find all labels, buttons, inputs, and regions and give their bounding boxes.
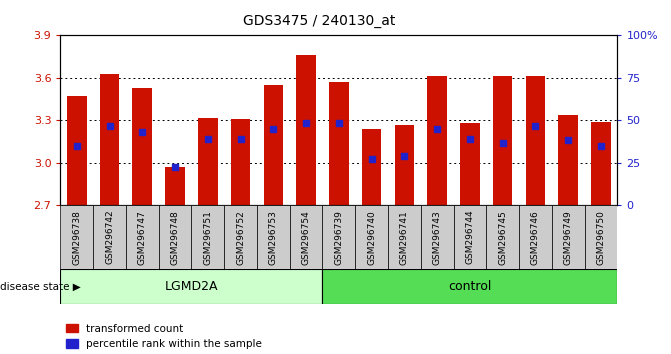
Bar [591, 122, 611, 205]
Text: GDS3475 / 240130_at: GDS3475 / 240130_at [242, 14, 395, 28]
Bar [558, 115, 578, 205]
Bar [329, 82, 349, 205]
Bar [584, 205, 617, 269]
Bar [290, 205, 323, 269]
Bar [525, 76, 546, 205]
Bar [362, 129, 381, 205]
Bar [388, 205, 421, 269]
Bar [158, 205, 191, 269]
Text: GSM296739: GSM296739 [334, 210, 344, 265]
Bar [132, 88, 152, 205]
Bar [231, 119, 250, 205]
Text: GSM296738: GSM296738 [72, 210, 81, 265]
Text: GSM296742: GSM296742 [105, 210, 114, 264]
Text: GSM296750: GSM296750 [597, 210, 605, 265]
Bar [323, 205, 355, 269]
Bar [519, 205, 552, 269]
Bar [395, 125, 414, 205]
Bar [427, 76, 447, 205]
Text: GSM296743: GSM296743 [433, 210, 442, 264]
Legend: transformed count, percentile rank within the sample: transformed count, percentile rank withi… [66, 324, 262, 349]
Text: GSM296751: GSM296751 [203, 210, 212, 265]
Text: GSM296752: GSM296752 [236, 210, 245, 264]
Bar [60, 269, 323, 304]
Bar [323, 269, 617, 304]
Bar [493, 76, 513, 205]
Text: GSM296744: GSM296744 [466, 210, 474, 264]
Text: GSM296754: GSM296754 [301, 210, 311, 264]
Text: GSM296753: GSM296753 [269, 210, 278, 265]
Text: control: control [448, 280, 492, 293]
Text: GSM296746: GSM296746 [531, 210, 540, 264]
Bar [421, 205, 454, 269]
Bar [191, 205, 224, 269]
Text: GSM296745: GSM296745 [498, 210, 507, 264]
Bar [126, 205, 158, 269]
Text: GSM296740: GSM296740 [367, 210, 376, 264]
Bar [198, 118, 217, 205]
Bar [67, 96, 87, 205]
Text: GSM296749: GSM296749 [564, 210, 572, 264]
Bar [257, 205, 290, 269]
Bar [224, 205, 257, 269]
Bar [355, 205, 388, 269]
Bar [486, 205, 519, 269]
Bar [460, 123, 480, 205]
Bar [297, 55, 316, 205]
Bar [454, 205, 486, 269]
Bar [264, 85, 283, 205]
Bar [60, 205, 93, 269]
Text: GSM296741: GSM296741 [400, 210, 409, 264]
Text: disease state ▶: disease state ▶ [0, 282, 81, 292]
Bar [93, 205, 126, 269]
Bar [165, 167, 185, 205]
Bar [552, 205, 584, 269]
Text: GSM296748: GSM296748 [170, 210, 180, 264]
Bar [100, 74, 119, 205]
Text: LGMD2A: LGMD2A [164, 280, 218, 293]
Text: GSM296747: GSM296747 [138, 210, 147, 264]
